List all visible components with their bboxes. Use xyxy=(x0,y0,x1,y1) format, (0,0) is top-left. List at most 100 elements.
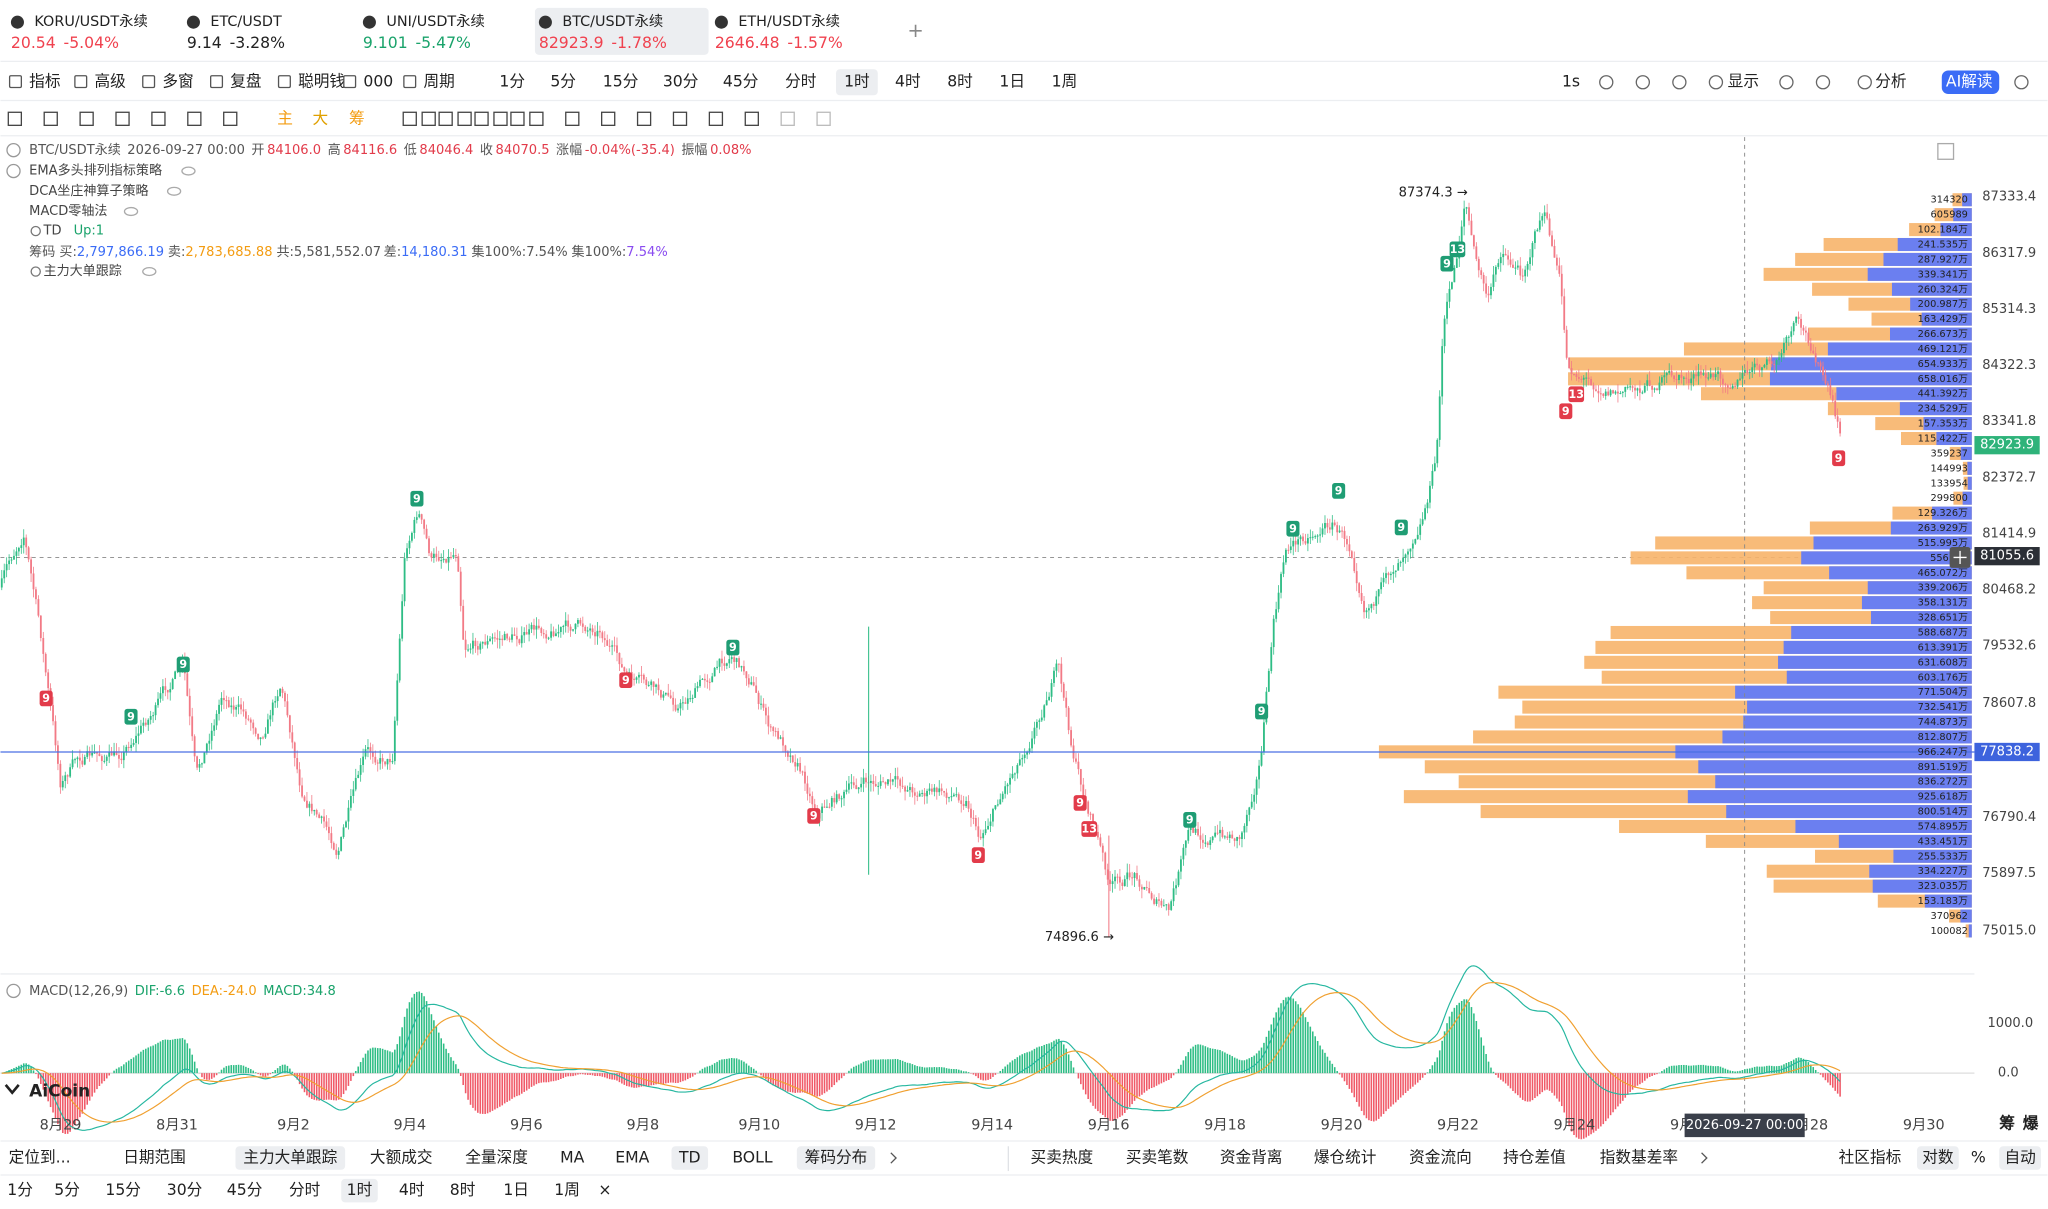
indicator-tab[interactable]: 指数基差率 xyxy=(1600,1148,1678,1167)
interval-button[interactable]: 5分 xyxy=(550,72,576,91)
macd-bar xyxy=(1454,1008,1456,1073)
interval-button[interactable]: 8时 xyxy=(947,72,973,91)
interval-button[interactable]: 45分 xyxy=(227,1180,263,1199)
macd-bar xyxy=(401,1027,403,1073)
interval-button[interactable]: 分时 xyxy=(289,1180,321,1199)
macd-bar xyxy=(1812,1067,1814,1073)
chart-setting[interactable]: 对数 xyxy=(1922,1148,1954,1167)
indicator-tab[interactable]: 资金流向 xyxy=(1409,1148,1472,1167)
tab-symbol[interactable]: ETH/USDT永续 xyxy=(738,13,840,30)
candle-body xyxy=(1595,389,1597,391)
toolbar-button[interactable]: 分析 xyxy=(1875,72,1906,91)
indicator-tab[interactable]: EMA xyxy=(615,1148,649,1167)
draw-tool[interactable]: 大 xyxy=(312,108,328,127)
interval-button[interactable]: 1周 xyxy=(1052,72,1078,91)
candle-body xyxy=(516,636,518,639)
tab-close-icon[interactable] xyxy=(363,16,376,29)
interval-button[interactable]: 1周 xyxy=(554,1180,580,1199)
interval-button[interactable]: 45分 xyxy=(723,72,759,91)
candle-body xyxy=(675,705,677,711)
tab-symbol[interactable]: KORU/USDT永续 xyxy=(34,13,147,30)
tab-symbol[interactable]: ETC/USDT xyxy=(210,14,282,30)
indicator-tab[interactable]: 买卖笔数 xyxy=(1126,1148,1189,1167)
macd-bar xyxy=(1273,1018,1275,1073)
draw-tool[interactable]: 筹 xyxy=(349,108,365,127)
indicator-tab[interactable]: 定位到... xyxy=(9,1148,71,1167)
indicator-tab[interactable]: BOLL xyxy=(732,1148,773,1167)
interval-button[interactable]: 15分 xyxy=(603,72,639,91)
indicator-tab[interactable]: 大额成交 xyxy=(370,1148,433,1167)
indicator-tab[interactable]: 筹码分布 xyxy=(805,1148,868,1167)
toolbar-button[interactable]: 指标 xyxy=(29,72,60,91)
candle-body xyxy=(262,737,264,738)
tab-close-icon[interactable] xyxy=(187,16,200,29)
tab-close-icon[interactable] xyxy=(539,16,552,29)
macd-bar xyxy=(25,1063,27,1073)
draw-tool[interactable]: 主 xyxy=(277,108,293,127)
interval-button[interactable]: 1日 xyxy=(503,1180,529,1199)
interval-button[interactable]: 5分 xyxy=(54,1180,80,1199)
toolbar-button[interactable]: 000 xyxy=(363,72,393,91)
toolbar-button[interactable]: 高级 xyxy=(94,72,126,91)
indicator-tab[interactable]: 买卖热度 xyxy=(1031,1148,1094,1167)
toolbar-button[interactable]: 1s xyxy=(1562,72,1580,91)
indicator-status: Up:1 xyxy=(74,224,105,239)
add-tab[interactable]: + xyxy=(907,19,923,42)
interval-button[interactable]: 30分 xyxy=(663,72,699,91)
interval-button[interactable]: 分时 xyxy=(785,72,817,91)
candle-body xyxy=(1102,846,1104,853)
candle-body xyxy=(958,794,960,800)
candle-body xyxy=(831,798,833,807)
indicator-tab[interactable]: 主力大单跟踪 xyxy=(243,1148,337,1167)
interval-button[interactable]: 1分 xyxy=(499,72,525,91)
toolbar-button[interactable]: 聪明钱 xyxy=(298,72,345,91)
candle-body xyxy=(638,675,640,678)
candle-body xyxy=(907,790,909,791)
indicator-tab[interactable]: 日期范围 xyxy=(123,1148,186,1167)
tab-symbol[interactable]: BTC/USDT永续 xyxy=(562,13,663,30)
toolbar-button[interactable]: 多窗 xyxy=(162,72,193,91)
macd-bar xyxy=(333,1073,335,1100)
indicator-tab[interactable]: TD xyxy=(678,1148,701,1167)
macd-bar xyxy=(814,1073,816,1096)
interval-button[interactable]: 4时 xyxy=(399,1180,425,1199)
indicator-tab[interactable]: 持仓差值 xyxy=(1503,1148,1566,1167)
toolbar-button[interactable]: AI解读 xyxy=(1946,72,1993,91)
interval-button[interactable]: 15分 xyxy=(105,1180,141,1199)
tab-close-icon[interactable] xyxy=(715,16,728,29)
candle-body xyxy=(203,753,205,764)
macd-bar xyxy=(152,1046,154,1074)
tab-close-icon[interactable] xyxy=(11,16,24,29)
chart-setting[interactable]: 社区指标 xyxy=(1839,1148,1902,1167)
tab-symbol[interactable]: UNI/USDT永续 xyxy=(386,13,485,30)
interval-button[interactable]: 1时 xyxy=(844,72,870,91)
chart-setting[interactable]: 自动 xyxy=(2004,1148,2035,1167)
macd-bar xyxy=(1615,1073,1617,1109)
interval-button[interactable]: 1分 xyxy=(7,1180,33,1199)
indicator-tab[interactable]: 资金背离 xyxy=(1220,1148,1283,1167)
profile-label: 263.929万 xyxy=(1918,523,1968,534)
macd-bar xyxy=(150,1046,152,1073)
interval-button[interactable]: 1日 xyxy=(999,72,1025,91)
candle-body xyxy=(1654,388,1656,389)
indicator-tab[interactable]: MA xyxy=(560,1148,585,1167)
candle-body xyxy=(1226,836,1228,838)
interval-button[interactable]: 1时 xyxy=(347,1180,373,1199)
interval-button[interactable]: 30分 xyxy=(167,1180,203,1199)
toolbar-button[interactable]: 显示 xyxy=(1728,72,1759,91)
corner-button[interactable]: 爆 xyxy=(2023,1114,2039,1133)
toolbar-button[interactable]: 复盘 xyxy=(230,72,261,91)
macd-bar xyxy=(1324,1053,1326,1073)
profile-label: 966.247万 xyxy=(1918,747,1968,758)
macd-bar xyxy=(848,1071,850,1073)
interval-button[interactable]: × xyxy=(598,1180,611,1199)
indicator-tab[interactable]: 全量深度 xyxy=(465,1148,528,1167)
macd-bar xyxy=(968,1072,970,1073)
candle-body xyxy=(1329,527,1331,529)
interval-button[interactable]: 8时 xyxy=(450,1180,476,1199)
indicator-tab[interactable]: 爆仓统计 xyxy=(1314,1148,1377,1167)
corner-button[interactable]: 筹 xyxy=(1999,1114,2015,1133)
interval-button[interactable]: 4时 xyxy=(895,72,921,91)
chart-setting[interactable]: % xyxy=(1971,1148,1986,1167)
toolbar-button[interactable]: 周期 xyxy=(423,72,454,91)
